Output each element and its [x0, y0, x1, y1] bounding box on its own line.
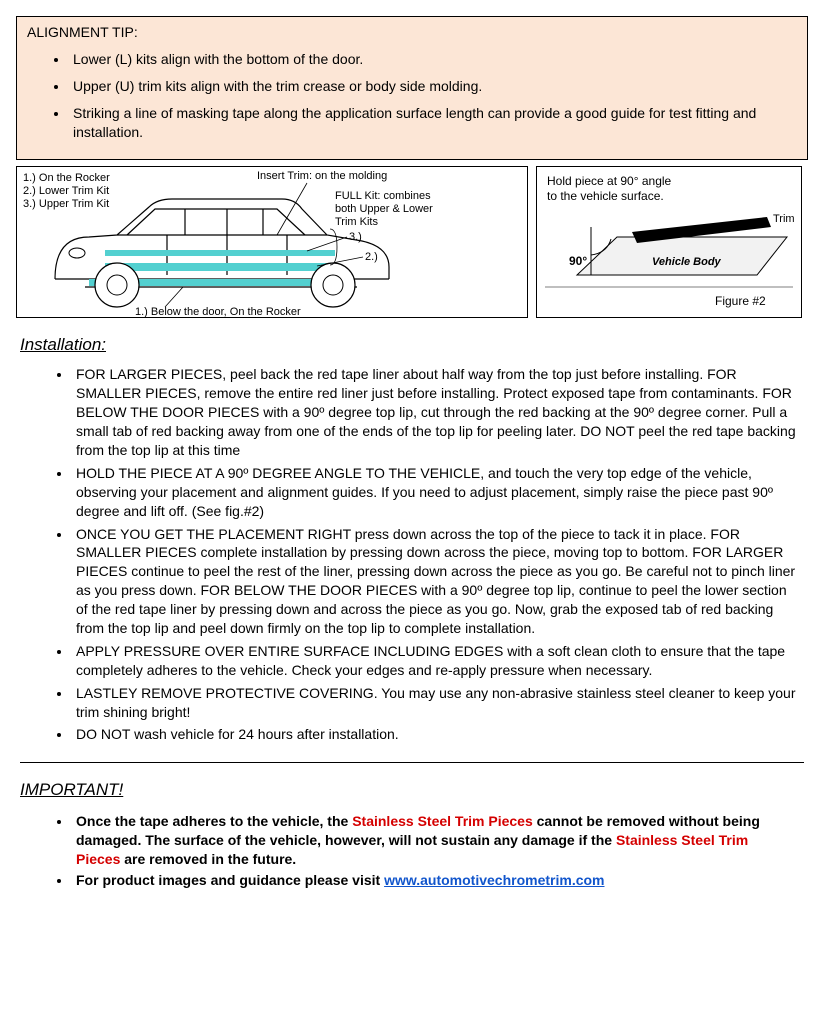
alignment-tip-title: ALIGNMENT TIP: [27, 24, 138, 40]
important-text: are removed in the future. [120, 851, 296, 867]
wheel-front [311, 263, 355, 307]
install-step: DO NOT wash vehicle for 24 hours after i… [72, 725, 808, 744]
alignment-tip-item: Upper (U) trim kits align with the trim … [69, 77, 797, 96]
wheel-rear [95, 263, 139, 307]
legend-3: 3.) Upper Trim Kit [23, 198, 109, 210]
legend-1: 1.) On the Rocker [23, 172, 110, 184]
install-step: ONCE YOU GET THE PLACEMENT RIGHT press d… [72, 525, 808, 638]
trim-band-upper [105, 250, 335, 256]
important-text: For product images and guidance please v… [76, 872, 384, 888]
product-link[interactable]: www.automotivechrometrim.com [384, 872, 604, 888]
install-step: FOR LARGER PIECES, peel back the red tap… [72, 365, 808, 459]
alignment-tip-list: Lower (L) kits align with the bottom of … [27, 50, 797, 142]
angle-text-2: to the vehicle surface. [547, 189, 664, 203]
install-step: LASTLEY REMOVE PROTECTIVE COVERING. You … [72, 684, 808, 722]
important-item: For product images and guidance please v… [72, 871, 808, 890]
callout-3: 3.) [349, 231, 362, 243]
figure-caption: Figure #2 [715, 294, 766, 308]
installation-list: FOR LARGER PIECES, peel back the red tap… [16, 365, 808, 744]
separator [20, 762, 804, 763]
angle-text-1: Hold piece at 90° angle [547, 174, 672, 188]
trim-label: Trim [773, 213, 795, 225]
diagram-row: 1.) On the Rocker 2.) Lower Trim Kit 3.)… [16, 166, 808, 318]
angle-label: 90° [569, 254, 587, 268]
alignment-tip-item: Striking a line of masking tape along th… [69, 104, 797, 142]
insert-trim-label: Insert Trim: on the molding [257, 170, 387, 182]
full-kit-line2: both Upper & Lower [335, 203, 433, 215]
important-item: Once the tape adheres to the vehicle, th… [72, 812, 808, 869]
install-step: HOLD THE PIECE AT A 90º DEGREE ANGLE TO … [72, 464, 808, 521]
below-door-label: 1.) Below the door, On the Rocker [135, 306, 301, 317]
important-text: Once the tape adheres to the vehicle, th… [76, 813, 352, 829]
important-title: IMPORTANT! [20, 779, 808, 802]
installation-title: Installation: [20, 334, 808, 357]
angle-diagram: Hold piece at 90° angle to the vehicle s… [536, 166, 802, 318]
car-diagram: 1.) On the Rocker 2.) Lower Trim Kit 3.)… [16, 166, 528, 318]
important-red-text: Stainless Steel Trim Pieces [352, 813, 533, 829]
trim-band-lower [105, 263, 335, 271]
important-list: Once the tape adheres to the vehicle, th… [16, 812, 808, 890]
callout-2: 2.) [365, 251, 378, 263]
vehicle-body-label: Vehicle Body [652, 256, 722, 268]
full-kit-line3: Trim Kits [335, 216, 378, 228]
full-kit-line1: FULL Kit: combines [335, 190, 431, 202]
alignment-tip-item: Lower (L) kits align with the bottom of … [69, 50, 797, 69]
install-step: APPLY PRESSURE OVER ENTIRE SURFACE INCLU… [72, 642, 808, 680]
alignment-tip-box: ALIGNMENT TIP: Lower (L) kits align with… [16, 16, 808, 160]
legend-2: 2.) Lower Trim Kit [23, 185, 109, 197]
